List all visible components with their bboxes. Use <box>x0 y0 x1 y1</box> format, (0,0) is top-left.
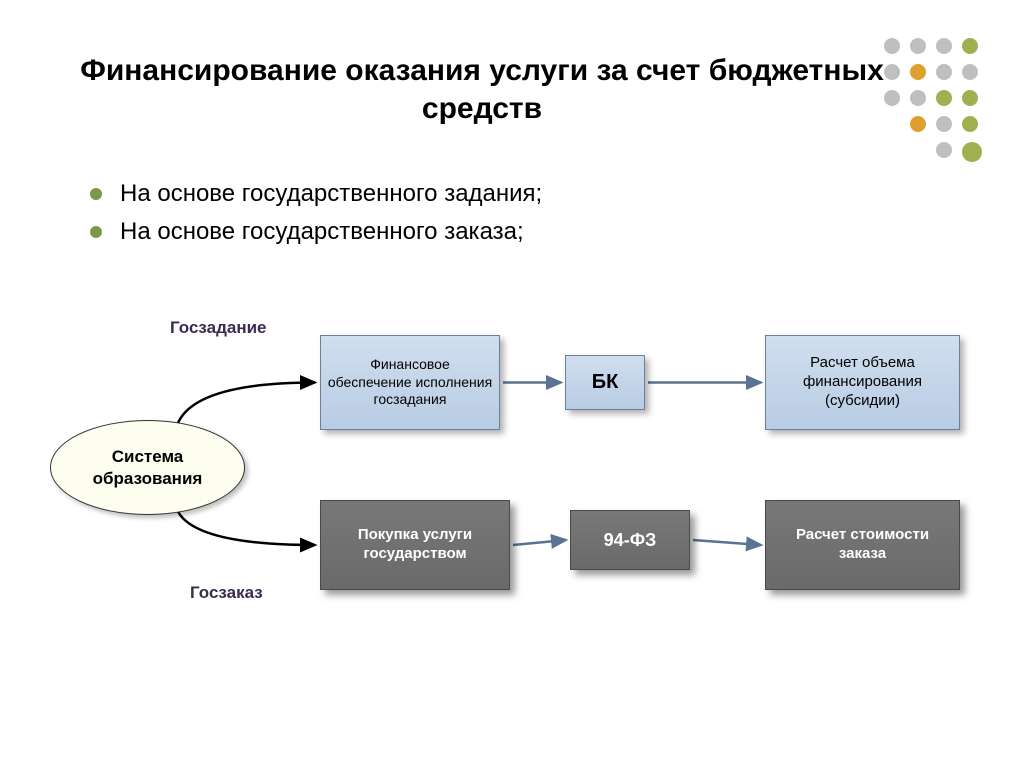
deco-dot <box>936 38 952 54</box>
bullet-item: На основе государственного заказа; <box>90 218 542 246</box>
bullet-text: На основе государственного заказа; <box>120 218 524 246</box>
node-top2: БК <box>565 355 645 410</box>
bullet-dot-icon <box>90 188 102 200</box>
deco-dot <box>962 90 978 106</box>
bullet-item: На основе государственного задания; <box>90 180 542 208</box>
bullet-text: На основе государственного задания; <box>120 180 542 208</box>
deco-dot <box>962 116 978 132</box>
deco-dot <box>910 38 926 54</box>
deco-dot <box>962 64 978 80</box>
node-bot2: 94-ФЗ <box>570 510 690 570</box>
node-bot3: Расчет стоимости заказа <box>765 500 960 590</box>
deco-dot <box>936 90 952 106</box>
deco-dot <box>936 142 952 158</box>
deco-dot <box>962 142 982 162</box>
arrow <box>177 509 315 545</box>
slide-title: Финансирование оказания услуги за счет б… <box>60 52 904 127</box>
arrow <box>177 383 315 427</box>
arrow <box>693 540 761 545</box>
node-top3: Расчет объема финансирования (субсидии) <box>765 335 960 430</box>
arrow <box>513 540 566 545</box>
deco-dot <box>936 64 952 80</box>
bullet-dot-icon <box>90 226 102 238</box>
flow-diagram: Система образования Финансовое обеспечени… <box>45 310 985 670</box>
deco-dot <box>910 90 926 106</box>
deco-dot <box>962 38 978 54</box>
deco-dot <box>936 116 952 132</box>
deco-dot <box>910 116 926 132</box>
node-top1: Финансовое обеспечение исполнения госзад… <box>320 335 500 430</box>
bullet-list: На основе государственного задания; На ос… <box>90 180 542 256</box>
deco-dot <box>910 64 926 80</box>
node-start: Система образования <box>50 420 245 515</box>
node-bot1: Покупка услуги государством <box>320 500 510 590</box>
